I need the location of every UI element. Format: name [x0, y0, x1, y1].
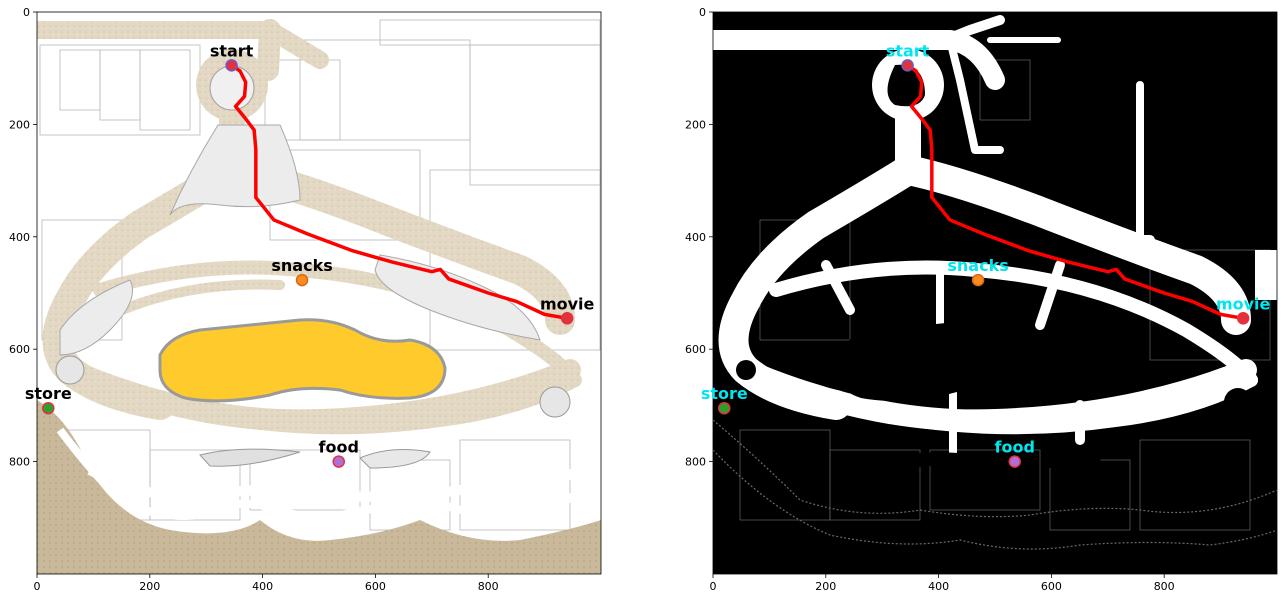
x-tick-label: 200: [815, 580, 836, 593]
snacks-marker: [971, 273, 985, 287]
y-tick-label: 800: [9, 456, 30, 469]
movie-label: movie: [540, 294, 595, 313]
movie-marker: [560, 312, 574, 325]
y-tick-label: 400: [9, 231, 30, 244]
food-label: food: [319, 438, 359, 457]
y-tick-label: 0: [23, 6, 30, 19]
movie-label: movie: [1216, 294, 1271, 313]
movie-marker: [1236, 312, 1250, 325]
x-tick-label: 400: [252, 580, 273, 593]
x-tick-label: 800: [478, 580, 499, 593]
store-marker: [718, 401, 731, 415]
food-marker: [1008, 455, 1021, 468]
x-tick-label: 0: [710, 580, 717, 593]
y-tick-label: 400: [685, 231, 706, 244]
start-label: start: [210, 41, 254, 60]
occupancy-grid-image: [713, 12, 1277, 574]
y-tick-label: 600: [685, 343, 706, 356]
y-tick-label: 800: [685, 456, 706, 469]
route-path: [229, 63, 569, 321]
x-tick-label: 400: [928, 580, 949, 593]
x-tick-label: 200: [139, 580, 160, 593]
route-line: [229, 63, 569, 321]
start-marker: [901, 59, 914, 72]
x-tick-label: 800: [1154, 580, 1175, 593]
right-axes-frame: [712, 11, 1278, 575]
store-marker: [42, 401, 55, 415]
y-tick-label: 600: [9, 343, 30, 356]
y-tick-label: 200: [9, 118, 30, 131]
occupancy-grid-panel: start snacks movie store food 0 0 200 200 400 400…: [685, 6, 1278, 593]
snacks-label: snacks: [271, 256, 332, 275]
route-line: [905, 63, 1245, 321]
floor-plan-image: [37, 12, 601, 574]
left-axes-frame: [36, 11, 602, 575]
route-path: [905, 63, 1245, 321]
food-label: food: [995, 438, 1035, 457]
y-tick-label: 200: [685, 118, 706, 131]
floor-plan-panel: start snacks movie store food 0 0 200 200 400 400…: [9, 6, 602, 593]
store-label: store: [25, 384, 72, 403]
store-label: store: [701, 384, 748, 403]
x-tick-label: 0: [34, 580, 41, 593]
x-tick-label: 600: [365, 580, 386, 593]
x-tick-label: 600: [1041, 580, 1062, 593]
food-marker: [332, 455, 345, 468]
start-label: start: [886, 41, 930, 60]
snacks-label: snacks: [947, 256, 1008, 275]
start-marker: [225, 59, 238, 72]
snacks-marker: [295, 273, 309, 287]
y-tick-label: 0: [699, 6, 706, 19]
